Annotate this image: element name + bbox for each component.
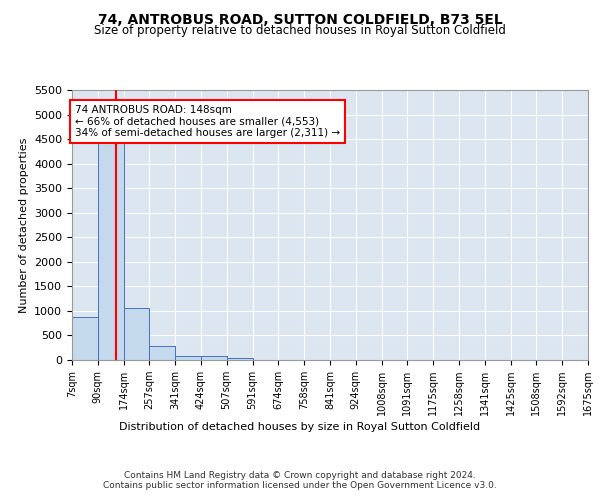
Text: 74, ANTROBUS ROAD, SUTTON COLDFIELD, B73 5EL: 74, ANTROBUS ROAD, SUTTON COLDFIELD, B73…: [98, 12, 502, 26]
Bar: [124, 308, 149, 360]
Bar: [175, 356, 201, 360]
Bar: [227, 358, 253, 360]
Y-axis label: Number of detached properties: Number of detached properties: [19, 138, 29, 312]
Text: 74 ANTROBUS ROAD: 148sqm
← 66% of detached houses are smaller (4,553)
34% of sem: 74 ANTROBUS ROAD: 148sqm ← 66% of detach…: [75, 104, 340, 138]
Text: Distribution of detached houses by size in Royal Sutton Coldfield: Distribution of detached houses by size …: [119, 422, 481, 432]
Text: Size of property relative to detached houses in Royal Sutton Coldfield: Size of property relative to detached ho…: [94, 24, 506, 37]
Bar: [98, 136, 124, 360]
Text: Contains HM Land Registry data © Crown copyright and database right 2024.
Contai: Contains HM Land Registry data © Crown c…: [103, 470, 497, 490]
Bar: [149, 346, 175, 360]
Bar: [72, 317, 98, 360]
Bar: [201, 356, 227, 360]
